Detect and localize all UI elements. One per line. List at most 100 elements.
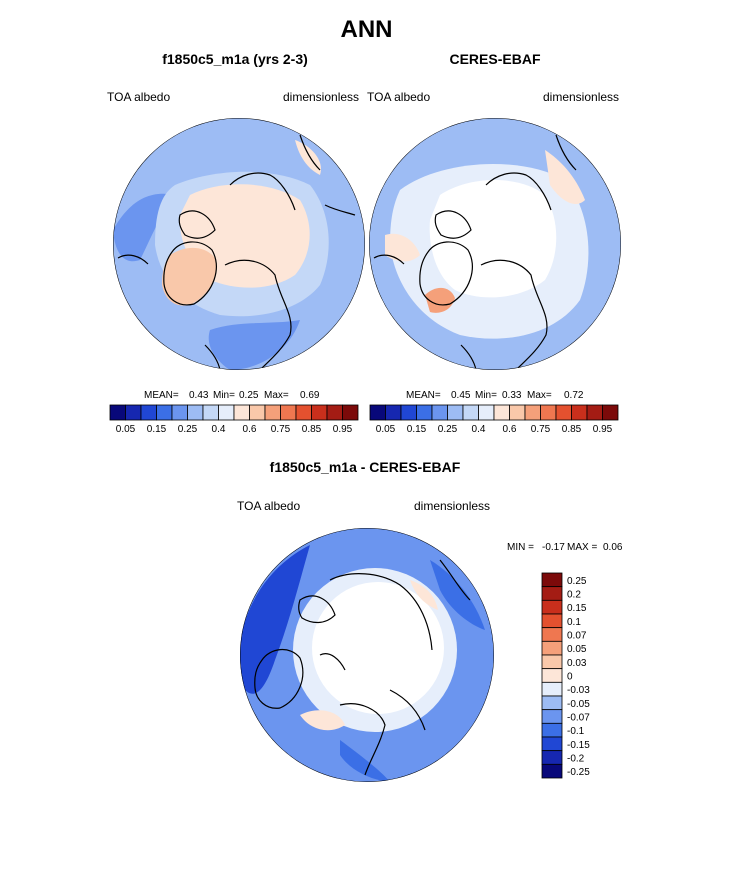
panel1-coastline (163, 241, 217, 306)
panel3-colorbar-swatch (541, 640, 563, 656)
panel3-coastline (439, 559, 471, 601)
panel1-colorbar-swatch (280, 404, 297, 421)
panel2-colorbar-swatch (369, 404, 386, 421)
panel1-colorbar-swatch (233, 404, 250, 421)
panel1-colorbar-swatch (125, 404, 142, 421)
panel2-colorbar-tick-label: 0.4 (472, 424, 486, 435)
panel1-colorbar: 0.05 0.15 0.25 0.4 0.6 0.75 0.85 0.95 (109, 404, 359, 435)
panel3-dark-region (240, 545, 310, 694)
panel3-colorbar-tick-label: -0.03 (567, 685, 590, 696)
panel1-max-label: Max= (264, 390, 289, 401)
panel1-colorbar-tick-label: 0.6 (243, 424, 257, 435)
panel1-colorbar-tick-label: 0.15 (147, 424, 167, 435)
panel2-colorbar-tick-label: 0.75 (531, 424, 551, 435)
panel2-coastline (460, 344, 477, 370)
panel3-light-region (410, 580, 438, 610)
main-title: ANN (340, 16, 393, 43)
panel1-coastline (324, 204, 356, 216)
panel2-right-label: dimensionless (543, 90, 620, 104)
panel1-coastline (299, 134, 321, 171)
panel2-colorbar-swatch (385, 404, 402, 421)
panel2-colorbar-swatch (602, 404, 619, 421)
panel2-colorbar-swatch (478, 404, 495, 421)
panel2-colorbar-tick-label: 0.15 (407, 424, 427, 435)
panel1-colorbar-tick-label: 0.4 (212, 424, 226, 435)
panel2-max-label: Max= (527, 390, 552, 401)
panel3-colorbar-swatch (541, 668, 563, 683)
panel1-colorbar-swatch (326, 404, 343, 421)
panel2-greenland (425, 287, 455, 313)
panel1-coastline (178, 210, 216, 239)
panel3-colorbar-tick-label: 0.1 (567, 617, 581, 628)
panel3-right-label: dimensionless (414, 499, 491, 513)
panel1-colorbar-swatch (171, 404, 188, 421)
panel1-colorbar-tick-label: 0.95 (333, 424, 353, 435)
panel2-coastline (555, 134, 577, 171)
panel1-colorbar-swatch (140, 404, 157, 421)
panel2-colorbar-swatch (462, 404, 479, 421)
panel3-colorbar-swatch (541, 627, 563, 642)
panel3-title: f1850c5_m1a - CERES-EBAF (269, 459, 461, 475)
panel2-mean-value: 0.45 (451, 390, 471, 401)
panel1-colorbar-swatch (156, 404, 173, 421)
panel3-colorbar-tick-label: -0.25 (567, 767, 590, 778)
panel3-coastline (329, 573, 433, 651)
panel2-light-band (545, 150, 585, 205)
panel1-greenland (162, 247, 217, 306)
panel1-colorbar-tick-label: 0.05 (116, 424, 136, 435)
panel2-colorbar-swatch (555, 404, 572, 421)
panel3-coastline (319, 653, 346, 671)
panel1-colorbar-tick-label: 0.25 (178, 424, 198, 435)
panel3-arctic-region (312, 582, 444, 714)
panel2-colorbar-swatch (586, 404, 603, 421)
panel1-dark-region (208, 320, 300, 370)
panel3-colorbar-tick-label: -0.15 (567, 740, 590, 751)
panel3-colorbar-swatch (541, 736, 563, 752)
panel2-colorbar-swatch (431, 404, 448, 421)
panel1-colorbar-swatch (311, 404, 328, 421)
panel1-mean-label: MEAN= (144, 390, 179, 401)
panel1-right-label: dimensionless (283, 90, 360, 104)
panel2-coastline (419, 241, 473, 306)
panel2-mean-label: MEAN= (406, 390, 441, 401)
panel1-title: f1850c5_m1a (yrs 2-3) (162, 51, 308, 67)
panel1-light-region (295, 140, 321, 175)
panel3-min-value: -0.17 (542, 542, 565, 553)
panel1-max-value: 0.69 (300, 390, 320, 401)
panel3-coastline (298, 595, 336, 624)
panel3-dark-region (340, 740, 390, 782)
panel2-colorbar-swatch (540, 404, 557, 421)
panel2-coastline (434, 210, 472, 239)
panel3-colorbar-tick-label: 0.05 (567, 644, 587, 655)
panel1-colorbar-swatch (249, 404, 266, 421)
panel3-colorbar-swatch (541, 681, 563, 697)
panel1-min-value: 0.25 (239, 390, 259, 401)
panel3-colorbar-tick-label: 0.07 (567, 631, 587, 642)
panel3-colorbar-tick-label: -0.05 (567, 699, 590, 710)
panel1-colorbar-swatch (187, 404, 204, 421)
panel2-colorbar-tick-label: 0.95 (593, 424, 613, 435)
panel3-colorbar-swatch (541, 722, 563, 738)
panel2-coastline (480, 259, 548, 369)
panel2-colorbar-swatch (400, 404, 417, 421)
panel3-colorbar: 0.25 0.2 0.15 0.1 0.07 0.05 0.03 0 -0.03 -0.05 -0.… (541, 572, 590, 779)
panel2-map (369, 118, 621, 370)
panel2-colorbar-swatch (509, 404, 526, 421)
panel3-dark-region (430, 560, 485, 630)
panel2-colorbar-swatch (416, 404, 433, 421)
panel1-colorbar-swatch (202, 404, 219, 421)
panel3-colorbar-tick-label: 0.2 (567, 590, 581, 601)
panel2-colorbar-swatch (571, 404, 588, 421)
panel3-colorbar-tick-label: -0.07 (567, 713, 590, 724)
panel3-max-value: 0.06 (603, 542, 623, 553)
panel1-left-label: TOA albedo (107, 90, 171, 104)
panel2-left-label: TOA albedo (367, 90, 431, 104)
panel2-min-label: Min= (475, 390, 497, 401)
panel1-colorbar-swatch (264, 404, 281, 421)
panel2-arctic-region (429, 180, 557, 298)
panel3-max-label: MAX = (567, 542, 598, 553)
panel3-colorbar-swatch (541, 599, 563, 615)
panel1-colorbar-swatch (342, 404, 359, 421)
panel3-light-region (300, 710, 345, 731)
